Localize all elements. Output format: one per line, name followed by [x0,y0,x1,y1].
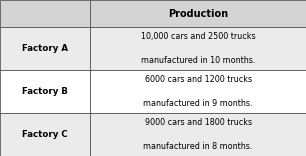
Bar [0,27,90,70]
Text: Factory C: Factory C [22,130,68,139]
Bar [90,0,306,27]
Text: Factory A: Factory A [22,44,68,53]
Text: manufactured in 10 months.: manufactured in 10 months. [141,56,255,65]
Bar [0,0,90,27]
Bar [0,113,90,156]
Bar [0,70,90,113]
Text: 6000 cars and 1200 trucks: 6000 cars and 1200 trucks [144,75,252,84]
Text: 9000 cars and 1800 trucks: 9000 cars and 1800 trucks [144,118,252,127]
Text: manufactured in 9 months.: manufactured in 9 months. [144,99,253,108]
Text: manufactured in 8 months.: manufactured in 8 months. [144,142,253,151]
Text: 10,000 cars and 2500 trucks: 10,000 cars and 2500 trucks [141,32,256,41]
Text: Production: Production [168,9,228,19]
Bar [90,27,306,70]
Text: Factory B: Factory B [22,87,68,96]
Bar [90,113,306,156]
Bar [90,70,306,113]
